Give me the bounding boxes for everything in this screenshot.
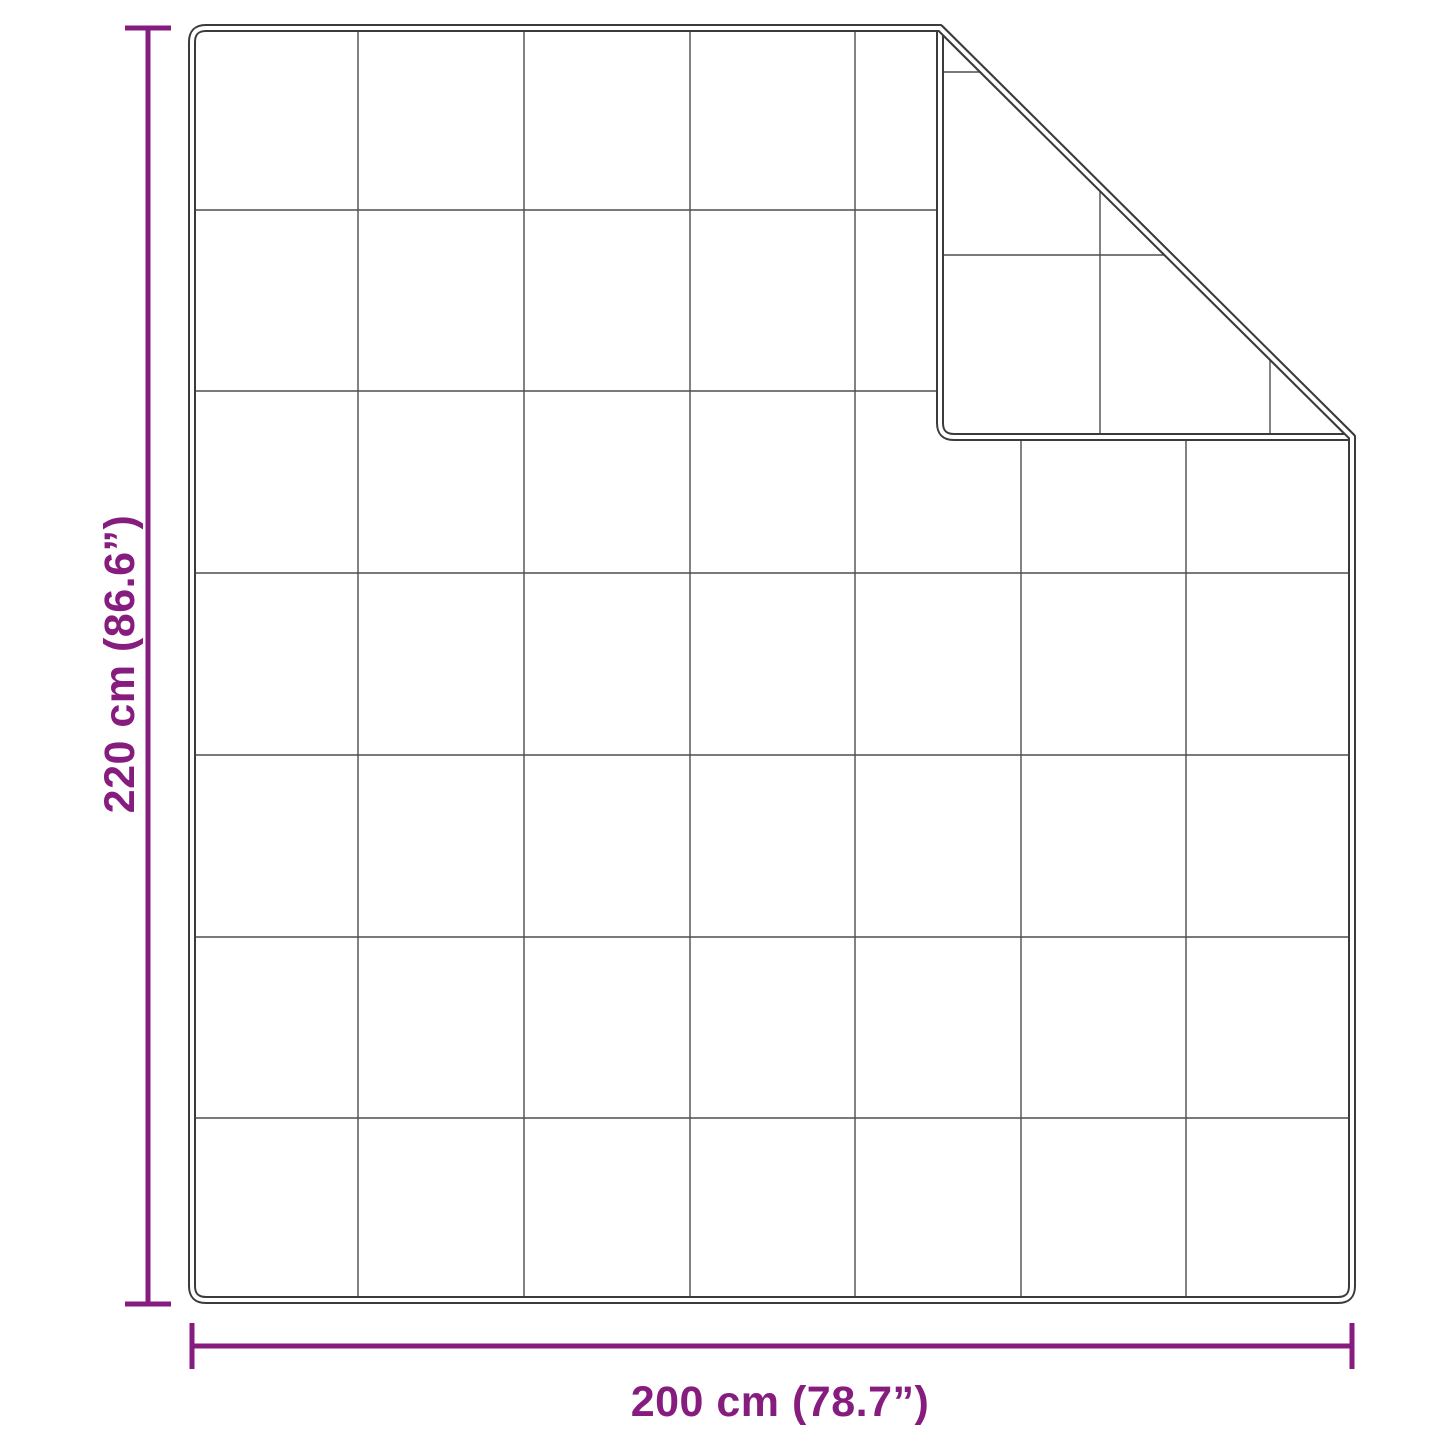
height-dimension-line [125, 25, 171, 1307]
width-dimension-line [189, 1323, 1355, 1369]
folded-corner-seams [940, 71, 1271, 437]
height-label: 220 cm (86.6”) [96, 515, 144, 814]
blanket-outline-inner [190, 26, 1354, 1302]
blanket-surface [192, 28, 1352, 1300]
blanket [188, 24, 1356, 1304]
width-label: 200 cm (78.7”) [631, 1378, 930, 1426]
dimension-annotations [125, 25, 1355, 1369]
dimension-labels: 220 cm (86.6”) 200 cm (78.7”) [96, 515, 929, 1426]
folded-corner-edge-inner [938, 26, 1354, 439]
